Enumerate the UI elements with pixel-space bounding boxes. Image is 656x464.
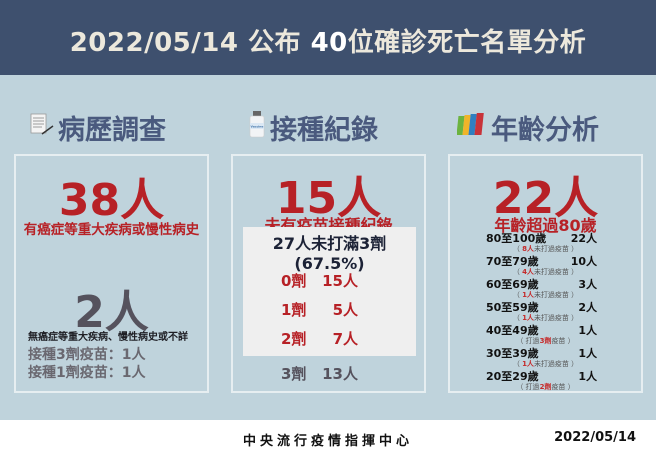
history-second-desc: 無癌症等重大疾病、慢性病史或不詳 (28, 332, 188, 343)
dose-count: 13人 (322, 365, 358, 383)
age-group-note: （ 8人未打過疫苗 ） (450, 244, 641, 254)
age-range: 20至29歲 (486, 370, 539, 383)
history-line: 接種1劑疫苗：1人 (28, 365, 146, 381)
note-em: 1人 (522, 314, 534, 322)
age-main-desc: 年齡超過80歲 (494, 216, 597, 235)
age-range: 40至49歲 (486, 324, 539, 337)
history-second-count: 2人 (74, 287, 149, 338)
age-range: 30至39歲 (486, 347, 539, 360)
dose-count: 7人 (332, 330, 358, 348)
not-fully-vaccinated-summary: 27人未打滿3劑(67.5%) (272, 234, 387, 273)
age-range: 60至69歲 (486, 278, 539, 291)
note-post: 未打過疫苗 ） (533, 314, 579, 322)
age-count: 3人 (578, 278, 597, 291)
svg-text:Vaccine: Vaccine (251, 125, 264, 129)
dose-count: 15人 (322, 272, 358, 290)
content-panel: 病歷調查 38人 有癌症等重大疾病或慢性病史 2人 無癌症等重大疾病、慢性病史或… (0, 75, 656, 420)
note-em: 8人 (522, 245, 534, 253)
age-range: 50至59歲 (486, 301, 539, 314)
note-post: 未打過疫苗 ） (533, 291, 579, 299)
note-pre: （ 打過 (516, 337, 540, 345)
note-pre: （ (512, 360, 523, 368)
section-title-text: 病歷調查 (58, 115, 166, 146)
note-em: 4人 (522, 268, 534, 276)
footer-org: 中央流行疫情指揮中心 (242, 434, 413, 449)
note-post: 未打過疫苗 ） (533, 268, 579, 276)
title-rest: 位確診死亡名單分析 (347, 28, 587, 58)
history-line: 接種3劑疫苗：1人 (28, 347, 146, 363)
age-count: 1人 (578, 370, 597, 383)
note-post: 疫苗 ） (551, 383, 575, 391)
note-post: 疫苗 ） (551, 337, 575, 345)
history-main-desc: 有癌症等重大疾病或慢性病史 (23, 222, 200, 238)
age-main-count: 22人 (492, 173, 599, 224)
dose-count: 5人 (332, 301, 358, 319)
vaccination-main-count: 15人 (275, 173, 382, 224)
history-main-count: 38人 (58, 175, 165, 226)
age-count: 1人 (578, 347, 597, 360)
note-pre: （ (512, 268, 523, 276)
age-box: 22人 年齡超過80歲 80至100歲 22人 （ 8人未打過疫苗 ） 70至7… (448, 154, 643, 393)
document-pen-icon (28, 111, 54, 144)
age-group-note: （ 打過2劑疫苗 ） (450, 382, 641, 392)
age-range: 70至79歲 (486, 255, 539, 268)
dose-label: 1劑 (281, 301, 307, 319)
age-group-note: （ 4人未打過疫苗 ） (450, 267, 641, 277)
note-em: 3劑 (539, 337, 552, 345)
note-pre: （ (512, 291, 523, 299)
age-group-note: （ 1人未打過疫苗 ） (450, 359, 641, 369)
note-post: 未打過疫苗 ） (533, 360, 579, 368)
vaccination-box: 15人 未有疫苗接種紀錄 27人未打滿3劑(67.5%) 0劑 15人 1劑 5… (231, 154, 426, 393)
age-group-note: （ 打過3劑疫苗 ） (450, 336, 641, 346)
section-title-vaccination: Vaccine 接種紀錄 (248, 108, 378, 147)
age-count: 10人 (570, 255, 597, 268)
note-em: 1人 (522, 291, 534, 299)
footer: 中央流行疫情指揮中心 2022/05/14 (0, 420, 656, 464)
age-count: 22人 (570, 232, 597, 245)
note-post: 未打過疫苗 ） (533, 245, 579, 253)
header-banner: 2022/05/14 公布 40位確診死亡名單分析 (0, 0, 656, 75)
note-pre: （ (512, 314, 523, 322)
age-count: 1人 (578, 324, 597, 337)
vaccine-bottle-icon: Vaccine (248, 110, 266, 145)
title-count: 40 (310, 28, 348, 58)
age-count: 2人 (578, 301, 597, 314)
section-title-age: 年齡分析 (456, 108, 599, 147)
note-pre: （ 打過 (516, 383, 540, 391)
age-group-note: （ 1人未打過疫苗 ） (450, 313, 641, 323)
section-title-text: 接種紀錄 (270, 115, 378, 146)
books-icon (456, 111, 487, 144)
section-title-text: 年齡分析 (491, 115, 599, 146)
note-pre: （ (512, 245, 523, 253)
title-date: 2022/05/14 (69, 28, 239, 58)
dose-label: 2劑 (281, 330, 307, 348)
page-title: 2022/05/14 公布 40位確診死亡名單分析 (70, 22, 587, 59)
footer-date: 2022/05/14 (554, 430, 636, 445)
dose-label: 0劑 (281, 272, 307, 290)
age-range: 80至100歲 (486, 232, 547, 245)
dose-breakdown-panel: 27人未打滿3劑(67.5%) 0劑 15人 1劑 5人 2劑 7人 (243, 227, 416, 356)
section-title-history: 病歷調查 (28, 108, 166, 147)
age-group-note: （ 1人未打過疫苗 ） (450, 290, 641, 300)
history-box: 38人 有癌症等重大疾病或慢性病史 2人 無癌症等重大疾病、慢性病史或不詳 接種… (14, 154, 209, 393)
dose-label: 3劑 (281, 365, 307, 383)
note-em: 2劑 (539, 383, 552, 391)
title-announce: 公布 (248, 28, 302, 58)
note-em: 1人 (522, 360, 534, 368)
